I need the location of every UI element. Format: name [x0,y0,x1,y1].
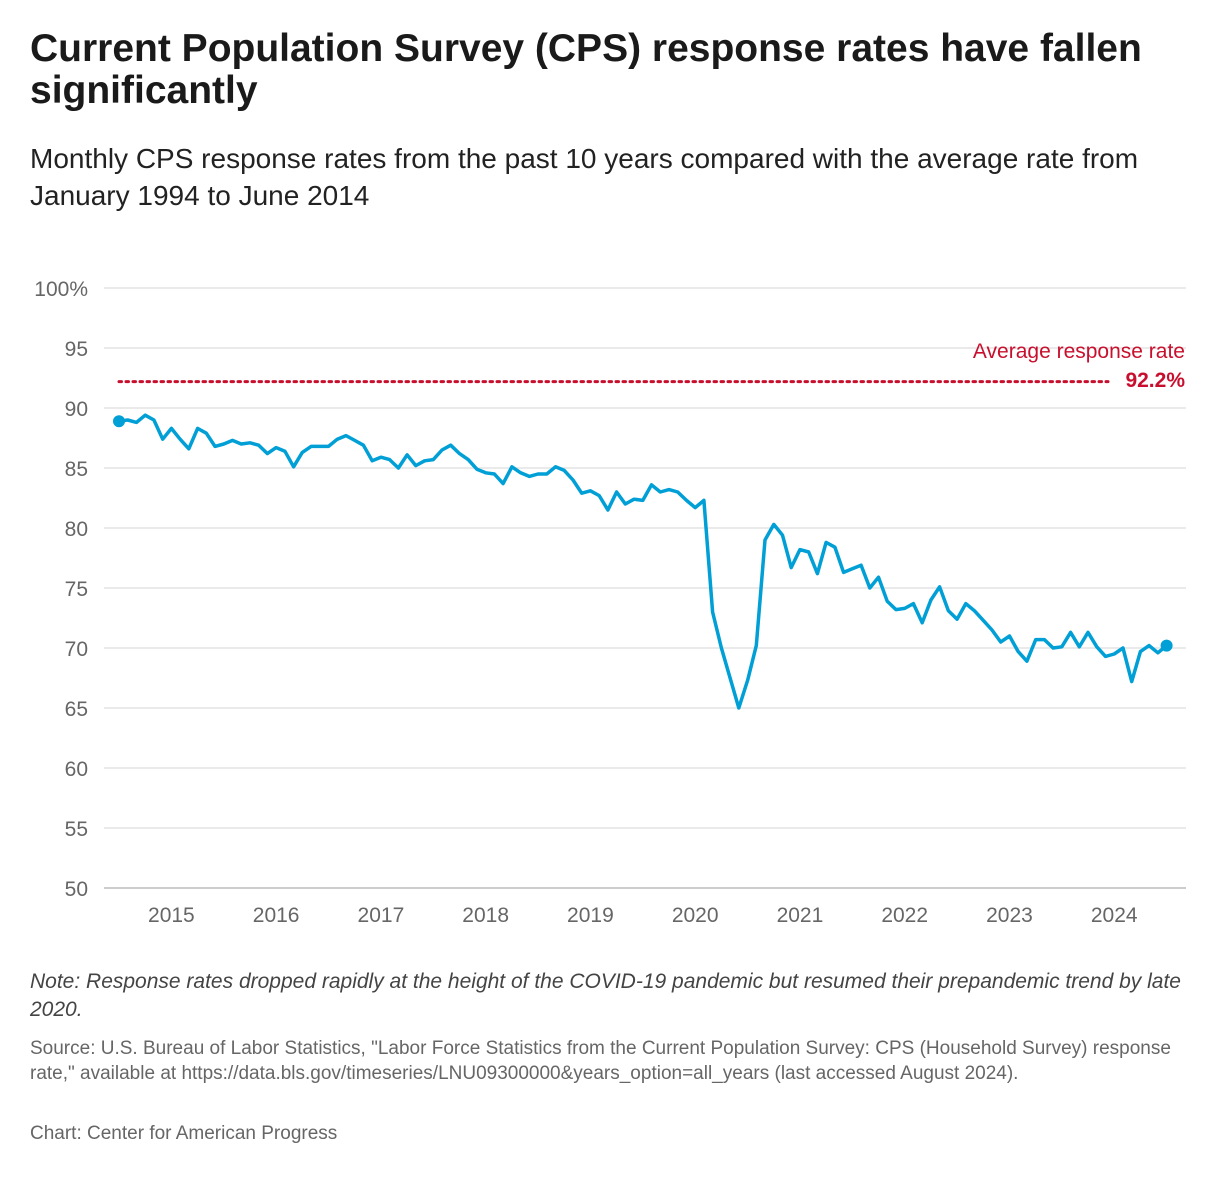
x-tick-label: 2023 [986,904,1033,927]
y-tick-label: 50 [65,878,88,901]
x-tick-label: 2018 [462,904,509,927]
x-tick-label: 2015 [148,904,195,927]
x-tick-label: 2017 [358,904,405,927]
y-tick-label: 95 [65,338,88,361]
data-point [1160,639,1173,652]
x-tick-label: 2021 [777,904,824,927]
y-tick-label: 100% [34,278,88,301]
data-point [113,415,125,428]
x-tick-label: 2022 [881,904,928,927]
chart-subtitle: Monthly CPS response rates from the past… [30,143,1139,211]
x-tick-label: 2016 [253,904,300,927]
y-tick-label: 75 [65,578,88,601]
chart-credit: Chart: Center for American Progress [30,1123,338,1144]
y-tick-label: 80 [65,518,88,541]
x-tick-label: 2024 [1091,904,1138,927]
x-tick-label: 2019 [567,904,614,927]
x-tick-label: 2020 [672,904,719,927]
y-tick-label: 65 [65,698,88,721]
y-tick-label: 55 [65,818,88,841]
y-tick-label: 85 [65,458,88,481]
reference-value-label: 92.2% [1125,369,1185,392]
chart-source: Source: U.S. Bureau of Labor Statistics,… [30,1038,1171,1084]
response-rate-line [118,413,1168,710]
y-tick-label: 90 [65,398,88,421]
y-tick-label: 60 [65,758,88,781]
y-tick-label: 70 [65,638,88,661]
reference-label: Average response rate [973,340,1185,363]
chart-title: Current Population Survey (CPS) response… [30,27,1142,112]
chart-note: Note: Response rates dropped rapidly at … [30,970,1181,1021]
line-chart: 50 55 60 65 70 75 80 85 90 95 100% 2015 2016 2017 2018… [34,278,1186,927]
